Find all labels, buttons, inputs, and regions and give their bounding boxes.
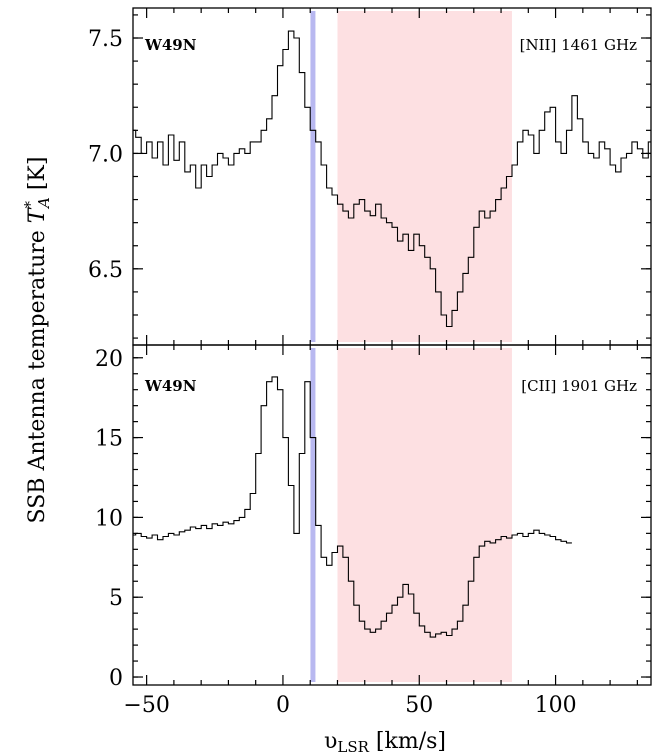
panel-frame-cii xyxy=(132,344,652,686)
x-axis-label-unit: [km/s] xyxy=(369,729,446,754)
y-tick-label: 5 xyxy=(109,586,123,611)
y-tick-label: 7.5 xyxy=(88,27,123,52)
shade-region-nii xyxy=(337,11,512,342)
y-axis-label-unit: [K] xyxy=(25,157,50,198)
x-tick-label: −50 xyxy=(123,693,169,718)
panel-nii: 6.5 7.0 7.5 W49N [NII] 1461 GHz xyxy=(88,7,652,346)
y-axis-label-t: T xyxy=(25,206,50,223)
panel-source-nii: W49N xyxy=(144,36,197,54)
y-axis-label: SSB Antenna temperature T*A [K] xyxy=(21,157,53,524)
y-tick-label: 7.0 xyxy=(88,142,123,167)
y-tick-label: 0 xyxy=(109,666,123,691)
y-tick-label: 10 xyxy=(95,506,123,531)
x-tick-label: 0 xyxy=(276,693,290,718)
x-axis-label-sub: LSR xyxy=(337,738,369,756)
x-tick-label: 50 xyxy=(405,693,433,718)
y-tick-label: 20 xyxy=(95,347,123,372)
y-axis-label-sub: A xyxy=(35,197,53,210)
x-tick-label: 100 xyxy=(535,693,577,718)
x-axis-label-main: υ xyxy=(324,729,337,754)
y-tick-label: 15 xyxy=(95,427,123,452)
spectrum-cii xyxy=(133,376,572,638)
panel-line-cii: [CII] 1901 GHz xyxy=(521,377,637,395)
x-axis-label: υLSR [km/s] xyxy=(324,729,446,756)
panel-source-cii: W49N xyxy=(144,377,197,395)
y-axis-label-sup: * xyxy=(21,200,39,208)
vline-nii xyxy=(310,11,316,342)
y-axis-label-main: SSB Antenna temperature xyxy=(25,223,50,523)
panel-line-nii: [NII] 1461 GHz xyxy=(520,36,637,54)
ticks-nii: 6.5 7.0 7.5 xyxy=(88,8,651,345)
spectrum-nii xyxy=(133,30,651,328)
vline-cii xyxy=(310,348,316,682)
y-tick-label: 6.5 xyxy=(88,258,123,283)
